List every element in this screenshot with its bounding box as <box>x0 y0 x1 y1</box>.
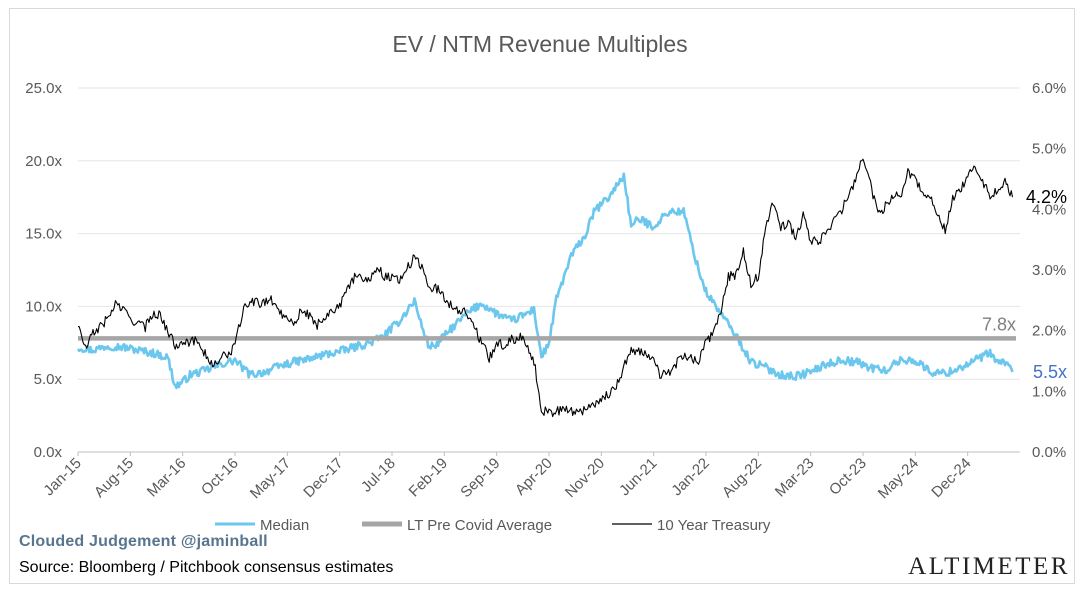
y-right-tick-label: 4.0% <box>1032 201 1066 218</box>
annotation-label: 5.5x <box>1033 362 1067 382</box>
x-tick-label: Sep-19 <box>457 455 503 501</box>
y-left-tick-label: 0.0x <box>34 444 63 461</box>
y-left-tick-label: 5.0x <box>34 371 63 388</box>
x-tick-label: Oct-23 <box>826 455 870 499</box>
x-tick-label: Mar-16 <box>144 455 190 501</box>
y-axis-left: 0.0x 5.0x 10.0x 15.0x 20.0x 25.0x <box>25 80 62 461</box>
chart-title: EV / NTM Revenue Multiples <box>392 31 687 57</box>
y-axis-right: 0.0% 1.0% 2.0% 3.0% 4.0% 5.0% 6.0% <box>1032 80 1066 461</box>
y-right-tick-label: 5.0% <box>1032 141 1066 158</box>
annotation-label: 7.8x <box>982 314 1016 334</box>
gridlines <box>78 87 1020 453</box>
brand-caption: Clouded Judgement @jaminball <box>19 533 268 550</box>
legend-median-label: Median <box>260 517 309 534</box>
y-right-tick-label: 0.0% <box>1032 444 1066 461</box>
y-left-tick-label: 25.0x <box>25 80 62 97</box>
legend-lt-average-label: LT Pre Covid Average <box>407 517 552 534</box>
y-right-tick-label: 6.0% <box>1032 80 1066 97</box>
series-line-treasury <box>77 158 1014 418</box>
x-axis: Jan-15 Aug-15 Mar-16 Oct-16 May-17 Dec-17 Jul-… <box>40 452 974 502</box>
x-tick-label: Dec-17 <box>300 455 346 501</box>
plot-series <box>76 158 1016 418</box>
chart-frame <box>9 8 1075 584</box>
legend-treasury-label: 10 Year Treasury <box>657 517 771 534</box>
x-tick-label: May-24 <box>875 455 922 502</box>
x-tick-label: Feb-19 <box>406 455 452 501</box>
y-left-tick-label: 15.0x <box>25 226 62 243</box>
x-tick-label: Jan-22 <box>668 455 712 499</box>
x-tick-label: Apr-20 <box>512 455 556 499</box>
x-tick-label: Jul-18 <box>358 455 399 496</box>
x-tick-label: Jun-21 <box>616 455 660 499</box>
legend: Median LT Pre Covid Average 10 Year Treasu… <box>215 517 771 534</box>
y-right-tick-label: 2.0% <box>1032 323 1066 340</box>
x-tick-label: Mar-23 <box>772 455 818 501</box>
y-left-tick-label: 10.0x <box>25 298 62 315</box>
y-right-tick-label: 3.0% <box>1032 262 1066 279</box>
source-note: Source: Bloomberg / Pitchbook consensus … <box>19 559 394 576</box>
x-tick-label: Nov-20 <box>562 455 608 501</box>
x-tick-label: Jan-15 <box>40 455 84 499</box>
y-right-tick-label: 1.0% <box>1032 383 1066 400</box>
annotations: 7.8x 5.5x 4.2% <box>982 187 1067 382</box>
x-tick-label: Dec-24 <box>928 455 974 501</box>
x-tick-label: Aug-15 <box>91 455 137 501</box>
x-tick-label: May-17 <box>247 455 294 502</box>
y-left-tick-label: 20.0x <box>25 153 62 170</box>
altimeter-logo: ALTIMETER <box>908 553 1070 580</box>
series-line-median <box>76 172 1014 390</box>
x-tick-label: Oct-16 <box>198 455 242 499</box>
x-tick-label: Aug-22 <box>719 455 765 501</box>
annotation-label: 4.2% <box>1026 187 1067 207</box>
